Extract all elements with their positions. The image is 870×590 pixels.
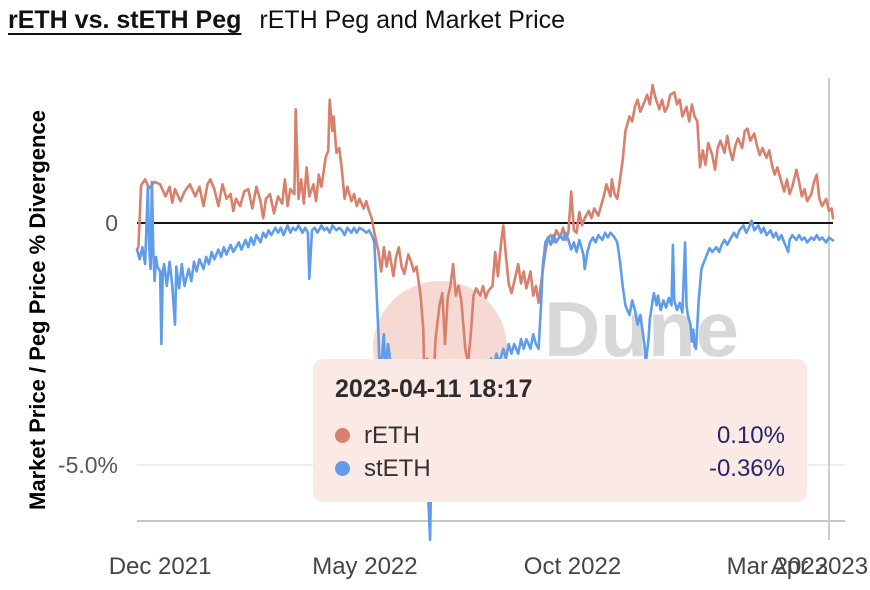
tooltip-value-steth: -0.36%: [708, 454, 785, 482]
query-title-link[interactable]: rETH vs. stETH Peg: [8, 6, 242, 34]
x-tick-mar-2023: Mar 2023: [726, 553, 829, 580]
reth-series-dot-icon: [335, 428, 350, 443]
tooltip-label-steth: stETH: [364, 454, 431, 482]
rETH-line[interactable]: [135, 83, 835, 404]
tooltip-date: 2023-04-11 18:17: [335, 375, 533, 403]
hover-tooltip: 2023-04-11 18:17 rETH 0.10% stETH -0.36%: [313, 359, 807, 502]
chart-series-layer: [135, 78, 835, 542]
y-tick--5.0%: -5.0%: [57, 452, 118, 478]
chart-subtitle: rETH Peg and Market Price: [259, 6, 566, 34]
x-tick-may-2022: May 2022: [312, 553, 418, 580]
y-axis-title: Market Price / Peg Price % Divergence: [25, 110, 50, 510]
x-tick-oct-2022: Oct 2022: [523, 553, 622, 580]
steth-series-dot-icon: [335, 461, 350, 476]
tooltip-row-reth: rETH 0.10%: [335, 419, 785, 452]
tooltip-row-steth: stETH -0.36%: [335, 452, 785, 485]
tooltip-label-reth: rETH: [364, 421, 420, 449]
y-tick-0: 0: [105, 210, 118, 236]
x-tick-apr-2023: Apr 2023: [770, 553, 869, 580]
tooltip-value-reth: 0.10%: [716, 421, 785, 449]
x-tick-dec-2021: Dec 2021: [108, 553, 212, 580]
chart-header: rETH vs. stETH Peg rETH Peg and Market Pr…: [8, 6, 565, 35]
